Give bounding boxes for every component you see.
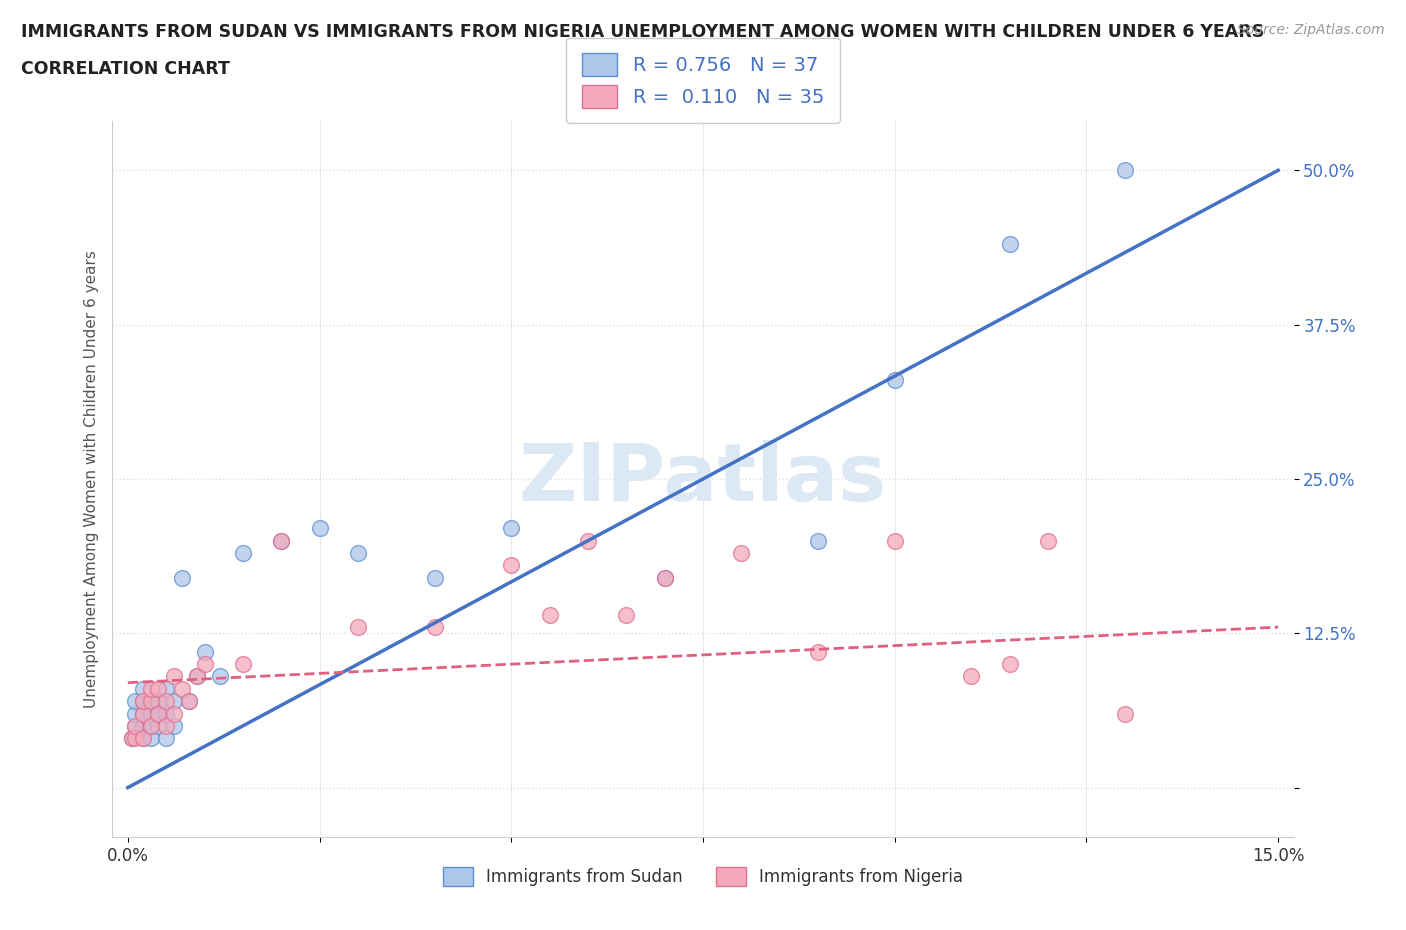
- Point: [170, 682, 193, 697]
- Y-axis label: Unemployment Among Women with Children Under 6 years: Unemployment Among Women with Children U…: [83, 250, 98, 708]
- Point: [186, 669, 208, 684]
- Point: [193, 644, 215, 659]
- Point: [139, 694, 162, 709]
- Point: [179, 694, 201, 709]
- Point: [132, 706, 155, 721]
- Point: [139, 731, 162, 746]
- Point: [170, 570, 193, 585]
- Point: [148, 706, 170, 721]
- Point: [155, 694, 177, 709]
- Point: [139, 694, 162, 709]
- Point: [132, 731, 155, 746]
- Point: [124, 731, 146, 746]
- Point: [148, 694, 170, 709]
- Text: ZIPatlas: ZIPatlas: [519, 440, 887, 518]
- Point: [155, 719, 177, 734]
- Point: [132, 694, 155, 709]
- Point: [998, 237, 1021, 252]
- Text: CORRELATION CHART: CORRELATION CHART: [21, 60, 231, 78]
- Point: [139, 719, 162, 734]
- Point: [614, 607, 637, 622]
- Point: [121, 731, 143, 746]
- Point: [501, 521, 523, 536]
- Point: [1114, 163, 1136, 178]
- Point: [270, 533, 292, 548]
- Legend: Immigrants from Sudan, Immigrants from Nigeria: Immigrants from Sudan, Immigrants from N…: [436, 860, 970, 893]
- Point: [423, 570, 446, 585]
- Point: [148, 719, 170, 734]
- Point: [998, 657, 1021, 671]
- Point: [883, 533, 905, 548]
- Point: [132, 694, 155, 709]
- Point: [423, 619, 446, 634]
- Text: IMMIGRANTS FROM SUDAN VS IMMIGRANTS FROM NIGERIA UNEMPLOYMENT AMONG WOMEN WITH C: IMMIGRANTS FROM SUDAN VS IMMIGRANTS FROM…: [21, 23, 1264, 41]
- Point: [232, 657, 254, 671]
- Point: [1114, 706, 1136, 721]
- Point: [179, 694, 201, 709]
- Point: [270, 533, 292, 548]
- Point: [186, 669, 208, 684]
- Point: [124, 719, 146, 734]
- Point: [501, 558, 523, 573]
- Point: [132, 719, 155, 734]
- Point: [163, 719, 186, 734]
- Point: [576, 533, 599, 548]
- Point: [163, 706, 186, 721]
- Point: [148, 706, 170, 721]
- Text: Source: ZipAtlas.com: Source: ZipAtlas.com: [1237, 23, 1385, 37]
- Point: [121, 731, 143, 746]
- Point: [155, 731, 177, 746]
- Point: [960, 669, 983, 684]
- Point: [132, 682, 155, 697]
- Point: [155, 682, 177, 697]
- Point: [132, 706, 155, 721]
- Point: [1036, 533, 1059, 548]
- Point: [155, 706, 177, 721]
- Point: [208, 669, 231, 684]
- Point: [308, 521, 330, 536]
- Point: [124, 719, 146, 734]
- Point: [139, 719, 162, 734]
- Point: [124, 706, 146, 721]
- Point: [654, 570, 676, 585]
- Point: [232, 546, 254, 561]
- Point: [163, 669, 186, 684]
- Point: [807, 644, 830, 659]
- Point: [139, 682, 162, 697]
- Point: [124, 694, 146, 709]
- Point: [193, 657, 215, 671]
- Point: [654, 570, 676, 585]
- Point: [139, 706, 162, 721]
- Point: [148, 682, 170, 697]
- Point: [347, 619, 370, 634]
- Point: [883, 373, 905, 388]
- Point: [807, 533, 830, 548]
- Point: [347, 546, 370, 561]
- Point: [538, 607, 561, 622]
- Point: [132, 731, 155, 746]
- Point: [163, 694, 186, 709]
- Point: [730, 546, 752, 561]
